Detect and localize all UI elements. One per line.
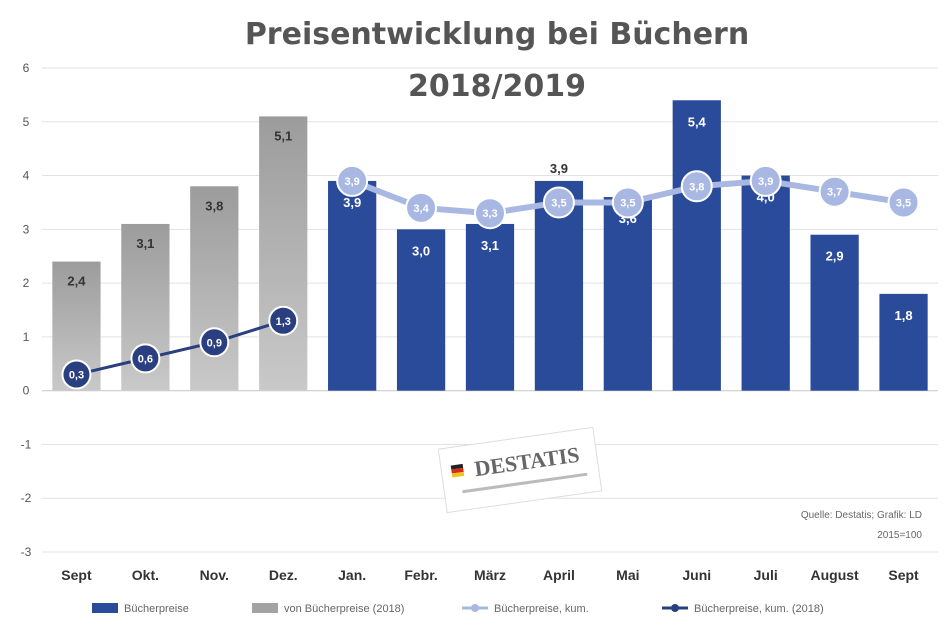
bar bbox=[810, 234, 859, 391]
x-tick-label: Juni bbox=[682, 567, 711, 583]
chart-title: Preisentwicklung bei Büchern bbox=[245, 17, 749, 52]
line-point bbox=[542, 186, 575, 219]
lines-layer: 3,9 3,4 3,3 3,5 3,5 3,8 3,9 3,7 3,5 0,3 0,6 0,9 1,3 bbox=[61, 164, 920, 390]
point-label: 3,4 bbox=[413, 203, 429, 215]
x-tick-label: Juli bbox=[754, 567, 778, 583]
legend-swatch-marker bbox=[671, 604, 679, 612]
x-tick-label: Nov. bbox=[200, 567, 229, 583]
logo-card bbox=[437, 426, 603, 514]
legend-entry-label: Bücherpreise bbox=[124, 603, 189, 615]
x-tick-label: Sept bbox=[61, 567, 92, 583]
bar bbox=[741, 175, 790, 391]
x-tick-label: Jan. bbox=[338, 567, 366, 583]
bar-value-label: 2,9 bbox=[826, 249, 844, 264]
legend: Bücherpreise von Bücherpreise (2018) Büche… bbox=[92, 603, 824, 615]
y-tick-label: 2 bbox=[23, 276, 30, 290]
bar-value-label: 5,4 bbox=[688, 114, 707, 129]
point-label: 3,9 bbox=[758, 176, 773, 188]
y-tick-label: 5 bbox=[23, 115, 30, 129]
point-label: 0,3 bbox=[69, 370, 84, 382]
point-label: 0,6 bbox=[138, 353, 153, 365]
line-point bbox=[680, 170, 713, 203]
bar-value-label: 3,8 bbox=[205, 198, 223, 213]
bar bbox=[396, 229, 446, 391]
x-tick-label: Febr. bbox=[404, 567, 437, 583]
legend-swatch bbox=[252, 603, 278, 613]
point-label: 3,3 bbox=[482, 208, 497, 220]
bar-value-label: 3,1 bbox=[481, 238, 499, 253]
chart-subtitle: 2018/2019 bbox=[408, 69, 586, 104]
bar bbox=[603, 197, 652, 391]
y-tick-label: 4 bbox=[23, 169, 30, 183]
line-point bbox=[268, 305, 299, 336]
line-point bbox=[474, 197, 506, 230]
y-tick-label: -1 bbox=[21, 437, 32, 451]
bar-value-label: 3,0 bbox=[412, 243, 430, 258]
series-line bbox=[76, 319, 284, 376]
source-line-2: 2015=100 bbox=[877, 530, 922, 541]
x-tick-label: März bbox=[474, 567, 506, 583]
line-point bbox=[199, 327, 230, 358]
bar bbox=[190, 186, 239, 391]
logo-flag-black bbox=[450, 463, 464, 470]
line-point bbox=[336, 164, 369, 197]
line-point bbox=[749, 164, 782, 197]
legend-entry-label: von Bücherpreise (2018) bbox=[284, 603, 404, 615]
point-label: 3,5 bbox=[896, 197, 911, 209]
x-tick-label: Dez. bbox=[269, 567, 298, 583]
legend-swatch bbox=[92, 603, 118, 613]
point-label: 3,5 bbox=[551, 197, 566, 209]
point-label: 3,5 bbox=[620, 197, 635, 209]
y-tick-label: 3 bbox=[23, 222, 30, 236]
bar bbox=[328, 180, 377, 391]
point-label: 0,9 bbox=[207, 337, 222, 349]
line-point bbox=[61, 359, 92, 390]
bar-value-label: 2,4 bbox=[67, 274, 86, 289]
logo-flag-red bbox=[451, 467, 464, 474]
bar-value-label: 3,9 bbox=[343, 195, 361, 210]
y-tick-label: 6 bbox=[23, 61, 30, 75]
y-tick-label: -3 bbox=[21, 545, 32, 559]
point-label: 3,9 bbox=[345, 176, 360, 188]
bar bbox=[259, 116, 308, 391]
bar-value-label: 1,8 bbox=[894, 308, 912, 323]
destatis-logo: DESTATIS bbox=[437, 426, 603, 514]
legend-entry-label: Bücherpreise, kum. bbox=[494, 603, 589, 615]
line-point bbox=[130, 343, 161, 374]
bars-layer: 3,93,03,13,93,65,44,02,91,82,43,13,85,13… bbox=[52, 100, 928, 391]
point-label: 3,7 bbox=[827, 187, 842, 199]
x-tick-label: August bbox=[811, 567, 860, 583]
legend-swatch-marker bbox=[471, 604, 479, 612]
bar-value-label: 5,1 bbox=[274, 128, 292, 143]
bar-top-label: 3,9 bbox=[550, 161, 568, 176]
legend-entry-label: Bücherpreise, kum. (2018) bbox=[694, 603, 824, 615]
source-line-1: Quelle: Destatis; Grafik: LD bbox=[801, 510, 922, 521]
x-tick-label: April bbox=[543, 567, 575, 583]
logo-tagline-line bbox=[462, 472, 588, 494]
y-tick-label: -2 bbox=[21, 491, 32, 505]
line-point bbox=[818, 175, 851, 208]
y-tick-label: 1 bbox=[23, 330, 30, 344]
line-point bbox=[611, 186, 644, 219]
y-tick-label: 0 bbox=[23, 384, 30, 398]
line-point bbox=[887, 186, 920, 219]
x-tick-label: Okt. bbox=[132, 567, 159, 583]
bar bbox=[672, 100, 721, 391]
logo-flag-gold bbox=[451, 471, 465, 478]
line-point bbox=[405, 191, 438, 224]
x-tick-label: Sept bbox=[888, 567, 919, 583]
point-label: 3,8 bbox=[689, 181, 704, 193]
bar bbox=[465, 223, 515, 391]
bar bbox=[879, 293, 928, 391]
bar-value-label: 3,1 bbox=[136, 236, 154, 251]
point-label: 1,3 bbox=[276, 316, 291, 328]
x-tick-label: Mai bbox=[616, 567, 639, 583]
